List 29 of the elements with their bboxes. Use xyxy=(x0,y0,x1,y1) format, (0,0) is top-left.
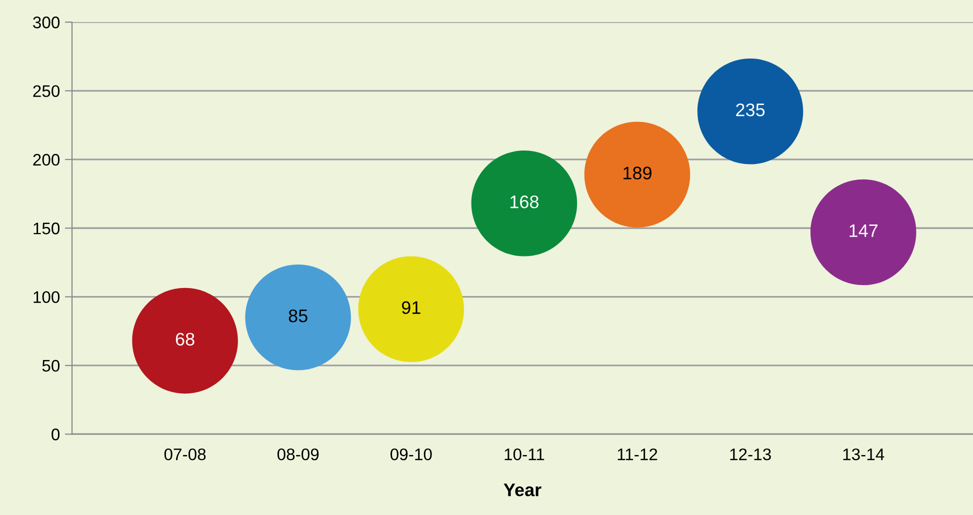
data-label: 68 xyxy=(176,332,194,346)
y-tick-label: 50 xyxy=(42,360,60,372)
y-tick-label: 100 xyxy=(34,291,60,304)
x-tick-label: 08-09 xyxy=(277,448,319,460)
y-tick-label: 250 xyxy=(33,85,60,98)
x-tick-label: 11-12 xyxy=(618,448,658,460)
data-label: 189 xyxy=(624,166,652,180)
y-tick-label: 200 xyxy=(33,154,60,166)
x-axis-title: Year xyxy=(504,484,542,496)
point xyxy=(697,58,804,164)
x-tick-label: 07-08 xyxy=(164,448,206,460)
point xyxy=(584,122,690,228)
x-tick-label: 13-14 xyxy=(843,448,884,460)
point xyxy=(358,256,464,362)
x-tick-label: 12-13 xyxy=(730,448,771,460)
point xyxy=(471,150,578,256)
data-label: 91 xyxy=(402,301,420,314)
x-tick-label: 10-11 xyxy=(504,448,544,460)
point xyxy=(132,288,238,394)
data-label: 235 xyxy=(736,103,765,116)
data-label: 168 xyxy=(510,195,538,208)
point xyxy=(810,179,916,286)
y-tick-label: 0 xyxy=(52,428,60,440)
x-tick-label: 09-10 xyxy=(390,448,432,460)
y-tick-label: 300 xyxy=(33,16,60,28)
point xyxy=(245,264,351,370)
data-label: 85 xyxy=(288,309,308,322)
data-label: 147 xyxy=(850,224,878,237)
y-tick-label: 150 xyxy=(34,222,60,234)
